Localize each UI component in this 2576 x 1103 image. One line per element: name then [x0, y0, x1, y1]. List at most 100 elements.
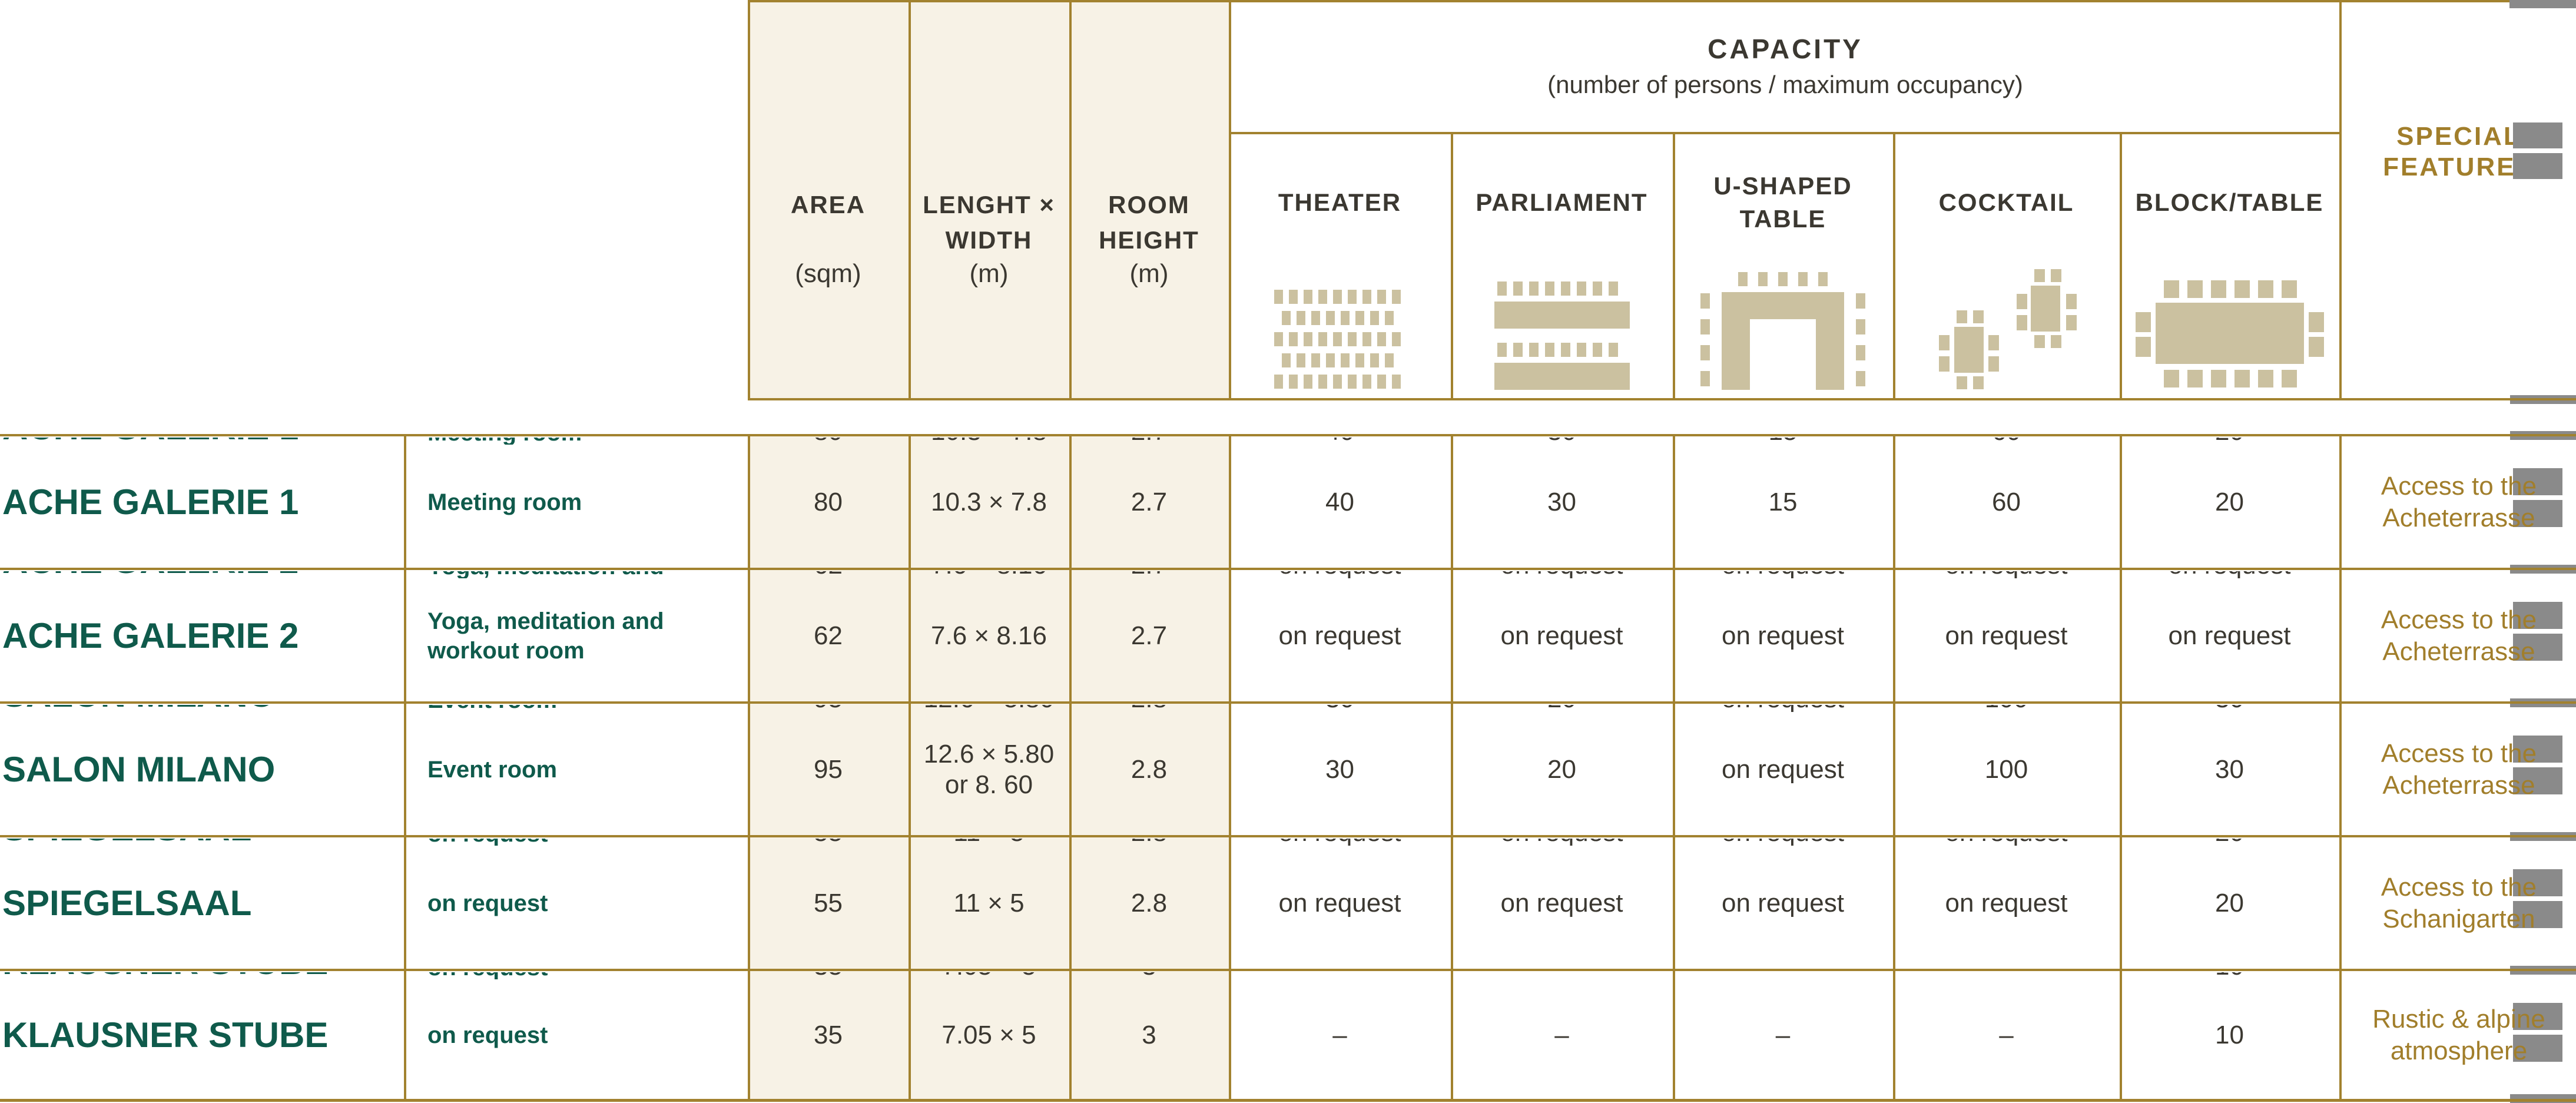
dimensions-value: 10.3 × 7.8: [931, 487, 1047, 516]
grey-artifact: [2513, 901, 2562, 928]
header-vertical-border: [1069, 0, 1072, 400]
grey-artifact: [2513, 602, 2562, 629]
cocktail-capacity-cell: 60 60: [1895, 436, 2117, 568]
header-beige-background: [750, 2, 1229, 398]
special-feature-line1: Access to the: [2381, 872, 2537, 902]
u-shaped-column-header-line2: TABLE: [1739, 205, 1826, 233]
ghost-text-artifact: ACHE GALERIE 1: [0, 438, 405, 445]
room-description-line2: workout room: [427, 637, 585, 664]
row-border: [0, 434, 2576, 436]
block-table-column-header: BLOCK/TABLE: [2135, 188, 2324, 216]
ghost-text-artifact: on request: [1231, 839, 1448, 846]
special-feature-line2: atmosphere: [2390, 1036, 2528, 1065]
ghost-text-artifact: 10.3 × 7.8: [911, 438, 1067, 445]
block-table-capacity: on request: [2168, 621, 2291, 650]
capacity-subheader-border: [1229, 132, 2339, 134]
room-height-value: 2.7: [1130, 621, 1168, 650]
special-feature-cell: Access to the Schanigarten: [2342, 837, 2576, 969]
room-height-value: 2.8: [1130, 754, 1168, 784]
area-cell: 80 80: [750, 436, 906, 568]
room-description: on request: [427, 890, 548, 916]
area-value: 80: [814, 487, 843, 516]
theater-capacity: on request: [1278, 888, 1401, 917]
room-height-column-header-line1: ROOM: [1108, 191, 1190, 218]
special-feature-line1: Access to the: [2381, 605, 2537, 634]
body-vertical-border: [1673, 434, 1675, 1101]
u-shaped-capacity-cell: on request on request: [1675, 570, 1891, 701]
room-height-column-header-line2: HEIGHT: [1099, 226, 1199, 254]
body-vertical-border: [1229, 434, 1231, 1101]
ghost-text-artifact: on request: [1453, 839, 1670, 846]
theater-capacity-cell: on request on request: [1231, 837, 1448, 969]
ghost-text-artifact: 95: [750, 705, 906, 712]
ghost-text-artifact: SPIEGELSAAL: [0, 839, 405, 846]
area-cell: 55 55: [750, 837, 906, 969]
room-description: Meeting room: [427, 489, 582, 515]
special-feature-line1: Access to the: [2381, 471, 2537, 501]
u-shaped-capacity: –: [1775, 1020, 1791, 1049]
ghost-text-artifact: Yoga, meditation and: [407, 571, 745, 578]
cocktail-capacity-cell: on request on request: [1895, 837, 2117, 969]
body-vertical-border: [1451, 434, 1453, 1101]
u-shaped-capacity: 15: [1768, 487, 1798, 516]
room-height-value: 2.7: [1130, 487, 1168, 516]
grey-artifact: [2513, 468, 2562, 495]
row-border: [0, 568, 2576, 570]
room-height-cell: 2.7 2.7: [1072, 436, 1226, 568]
header-vertical-border: [748, 0, 750, 400]
block-table-capacity-cell: 30 30: [2122, 704, 2337, 835]
parliament-capacity-cell: 30 30: [1453, 436, 1670, 568]
ghost-text-artifact: 80: [750, 438, 906, 445]
grey-artifact: [2513, 153, 2562, 179]
special-feature-cell: Access to the Acheterrasse: [2342, 570, 2576, 701]
body-vertical-border: [909, 434, 911, 1101]
header-bottom-border: [748, 398, 2576, 400]
area-value: 62: [814, 621, 843, 650]
ghost-text-artifact: on request: [1895, 839, 2117, 846]
block-table-capacity-cell: on request on request: [2122, 570, 2337, 701]
room-description: Event room: [427, 756, 558, 783]
ghost-text-artifact: 10: [2122, 972, 2337, 979]
parliament-capacity-cell: on request on request: [1453, 570, 1670, 701]
special-feature-cell: Access to the Acheterrasse: [2342, 704, 2576, 835]
ghost-text-artifact: on request: [407, 972, 745, 979]
ghost-text-artifact: 11 × 5: [911, 839, 1067, 846]
parliament-capacity: 30: [1547, 487, 1576, 516]
dimensions-cell: 7.05 × 5 7.05 × 5: [911, 971, 1067, 1099]
cocktail-capacity: 100: [1984, 754, 2028, 784]
ghost-text-artifact: 62: [750, 571, 906, 578]
ghost-text-artifact: 7.05 × 5: [911, 972, 1067, 979]
grey-artifact: [2513, 869, 2562, 896]
parliament-capacity-cell: 20 20: [1453, 704, 1670, 835]
header-vertical-border: [1893, 132, 1895, 400]
block-table-capacity-cell: 10 10: [2122, 971, 2337, 1099]
header-vertical-border: [2120, 132, 2122, 400]
theater-icon: [1231, 290, 1448, 389]
room-name: SALON MILANO: [2, 749, 276, 789]
dimensions-value: 12.6 × 5.80: [923, 739, 1055, 769]
room-name-cell: ACHE GALERIE 2 ACHE GALERIE 2: [0, 570, 405, 701]
ghost-text-artifact: ACHE GALERIE 2: [0, 571, 405, 578]
room-height-unit-label: (m): [1129, 259, 1169, 288]
room-name-cell: KLAUSNER STUBE KLAUSNER STUBE: [0, 971, 405, 1099]
u-shaped-capacity-cell: on request on request: [1675, 837, 1891, 969]
row-border: [0, 835, 2576, 837]
ghost-text-artifact: 12.6 × 5.80: [911, 705, 1067, 712]
length-column-header-line1: LENGHT ×: [923, 191, 1055, 218]
special-features-header-line1: SPECIAL: [2396, 122, 2521, 151]
dimensions-cell: 7.6 × 8.16 7.6 × 8.16: [911, 570, 1067, 701]
ghost-text-artifact: 20: [2122, 839, 2337, 846]
room-height-cell: 3 3: [1072, 971, 1226, 1099]
ghost-text-artifact: 20: [1453, 705, 1670, 712]
body-vertical-border: [748, 434, 750, 1101]
room-description-cell: on request on request: [407, 837, 745, 969]
block-table-icon: [2122, 278, 2337, 390]
theater-capacity: 30: [1325, 754, 1354, 784]
block-table-capacity-cell: 20 20: [2122, 436, 2337, 568]
length-column-header-line2: WIDTH: [945, 226, 1033, 254]
room-name-cell: SPIEGELSAAL SPIEGELSAAL: [0, 837, 405, 969]
special-feature-line2: Schanigarten: [2382, 904, 2535, 933]
body-vertical-border: [1069, 434, 1072, 1101]
ghost-text-artifact: –: [1231, 972, 1448, 979]
